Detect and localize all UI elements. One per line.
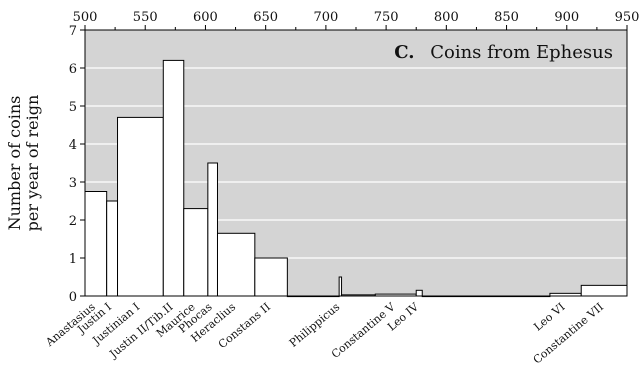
y-tick-label: 2 xyxy=(69,214,77,229)
chart-title-text: Coins from Ephesus xyxy=(430,42,613,63)
bar xyxy=(580,284,628,297)
bar xyxy=(415,289,423,297)
x-tick-label: 550 xyxy=(133,10,158,25)
bar-label: Leo VI xyxy=(531,300,567,333)
bar xyxy=(216,232,256,297)
x-tick-label: 950 xyxy=(615,10,639,25)
y-tick-label: 4 xyxy=(69,138,77,153)
y-tick-label: 7 xyxy=(69,24,77,39)
y-axis-label-line-1: Number of coins xyxy=(5,96,24,231)
y-tick-label: 3 xyxy=(69,176,77,191)
y-tick-label: 5 xyxy=(69,100,77,115)
chart-title: C. Coins from Ephesus xyxy=(394,42,613,63)
x-tick-label: 600 xyxy=(193,10,218,25)
x-tick-label: 650 xyxy=(253,10,278,25)
bar xyxy=(106,200,119,297)
y-axis-label-line-2: per year of reign xyxy=(23,95,42,232)
bar xyxy=(183,208,209,297)
y-tick-label: 1 xyxy=(69,252,77,267)
bar xyxy=(162,59,185,297)
bar-label: Constantine VII xyxy=(531,300,606,366)
panel-letter: C. xyxy=(394,42,414,63)
y-axis-ticks: 0 1 2 3 4 5 6 7 xyxy=(69,24,85,305)
x-tick-label: 800 xyxy=(434,10,459,25)
bar xyxy=(117,116,164,297)
x-tick-label: 850 xyxy=(494,10,519,25)
bar xyxy=(84,191,108,297)
x-tick-label: 500 xyxy=(73,10,98,25)
y-tick-label: 6 xyxy=(69,62,77,77)
bar xyxy=(338,276,343,297)
x-axis-ticks: 500 550 600 650 700 750 800 850 900 950 xyxy=(73,10,639,30)
x-tick-label: 750 xyxy=(374,10,399,25)
y-tick-label: 0 xyxy=(69,290,77,305)
bar xyxy=(254,257,288,297)
x-tick-label: 900 xyxy=(554,10,579,25)
bar xyxy=(207,162,218,297)
x-tick-label: 700 xyxy=(313,10,338,25)
bar-label: Philippicus xyxy=(287,300,343,350)
bar-layer xyxy=(84,59,628,298)
